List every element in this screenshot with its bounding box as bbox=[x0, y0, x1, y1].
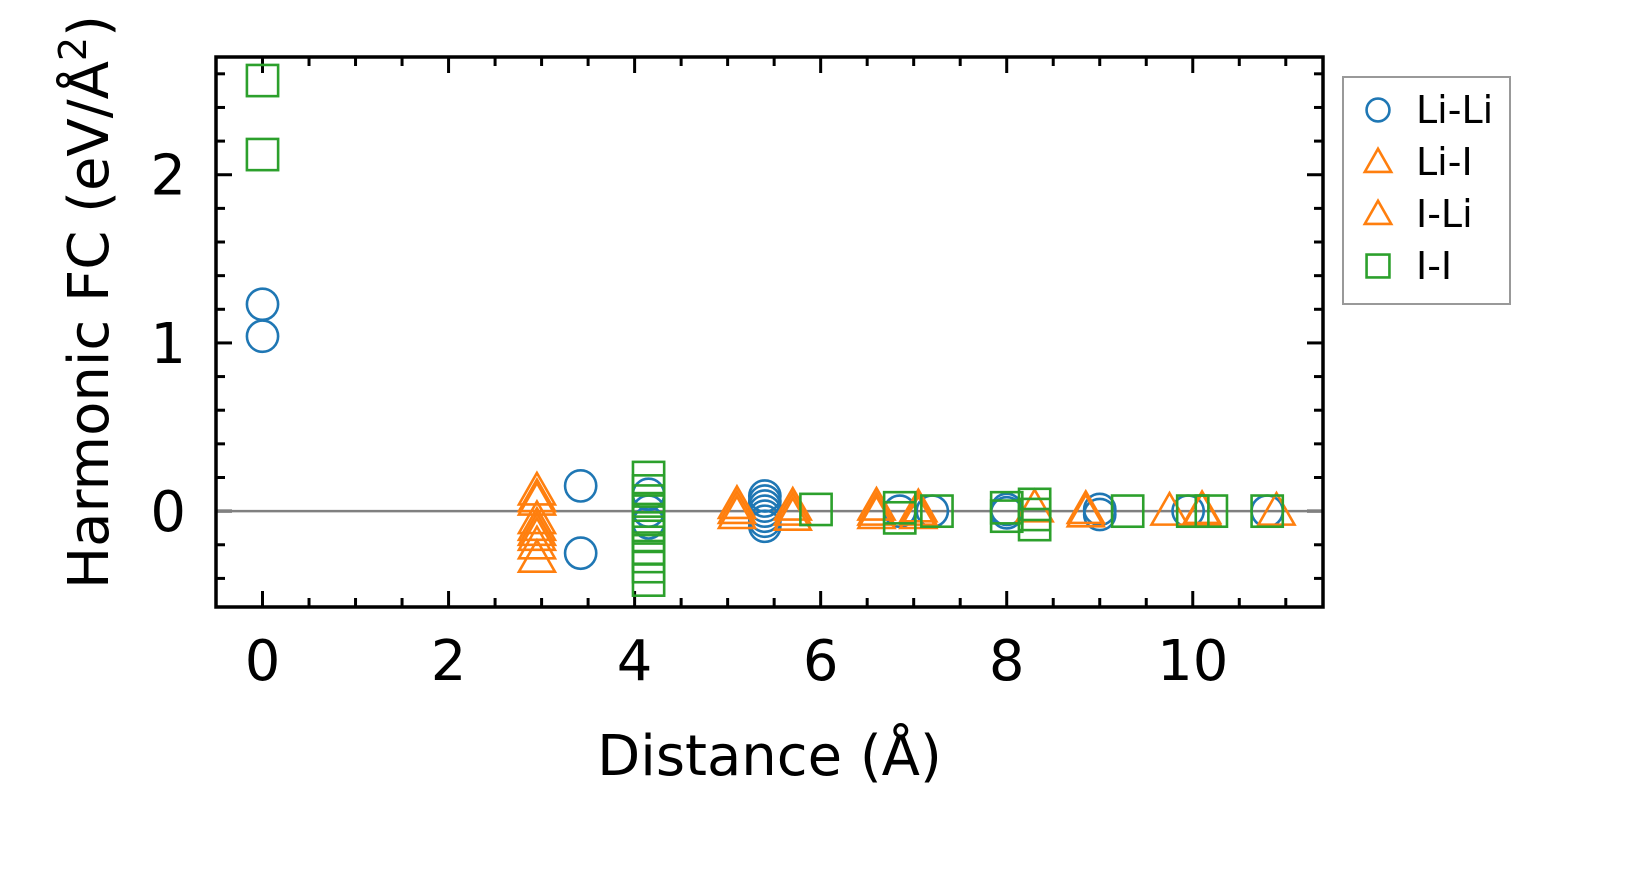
y-axis-title-superscript: 2 bbox=[51, 37, 95, 61]
y-axis-title-base: Harmonic FC (eV/Å bbox=[56, 61, 122, 589]
legend-marker bbox=[1365, 97, 1391, 123]
legend-box bbox=[1342, 76, 1511, 305]
data-point bbox=[856, 493, 897, 530]
data-point bbox=[882, 500, 917, 535]
x-tick-label: 8 bbox=[989, 629, 1025, 694]
data-points bbox=[245, 63, 1297, 597]
x-tick-label: 6 bbox=[803, 629, 839, 694]
legend-label: I-Li bbox=[1416, 192, 1473, 236]
data-point bbox=[516, 470, 558, 506]
legend-label: I-I bbox=[1416, 244, 1452, 288]
data-point bbox=[631, 549, 666, 584]
data-point bbox=[772, 495, 813, 531]
legend: Li-Li Li-I I-Li I-I bbox=[1342, 76, 1511, 305]
y-tick-label: 0 bbox=[150, 480, 186, 545]
data-point bbox=[563, 468, 598, 503]
data-point bbox=[1017, 487, 1052, 522]
data-point bbox=[1110, 494, 1145, 529]
data-point bbox=[856, 490, 897, 526]
data-point bbox=[856, 485, 897, 521]
data-point bbox=[516, 510, 558, 547]
data-point bbox=[716, 493, 758, 530]
data-point bbox=[989, 499, 1024, 534]
x-tick-label: 4 bbox=[617, 629, 653, 694]
data-point bbox=[1017, 507, 1052, 542]
data-point bbox=[1194, 494, 1229, 529]
data-point bbox=[516, 515, 558, 552]
data-point bbox=[1181, 488, 1223, 525]
data-point bbox=[716, 483, 758, 520]
data-point bbox=[516, 537, 558, 574]
legend-label: Li-Li bbox=[1416, 88, 1493, 132]
legend-label: Li-I bbox=[1416, 140, 1473, 184]
data-point bbox=[898, 487, 939, 523]
data-point bbox=[245, 319, 280, 354]
data-point bbox=[772, 485, 813, 521]
x-tick-labels: 0 2 4 6 8 10 bbox=[245, 629, 1229, 694]
legend-marker bbox=[1362, 198, 1394, 226]
data-point bbox=[245, 63, 280, 98]
data-point bbox=[1065, 488, 1107, 525]
data-point bbox=[920, 494, 954, 529]
data-point bbox=[772, 490, 813, 526]
y-axis-title: Harmonic FC (eV/Å2) bbox=[51, 15, 122, 589]
x-tick-label: 10 bbox=[1157, 629, 1228, 694]
data-point bbox=[1250, 494, 1285, 529]
x-axis-title: Distance (Å) bbox=[597, 723, 942, 789]
data-point bbox=[1082, 497, 1117, 532]
data-point bbox=[1017, 497, 1052, 532]
series-i-li bbox=[516, 477, 1223, 547]
y-tick-label: 1 bbox=[150, 312, 186, 377]
x-tick-label: 2 bbox=[431, 629, 467, 694]
data-point bbox=[1065, 492, 1107, 528]
data-point bbox=[716, 488, 758, 525]
series-i-i bbox=[245, 63, 1285, 597]
legend-marker bbox=[1365, 253, 1391, 279]
y-tick-label: 2 bbox=[150, 144, 186, 209]
plot-frame bbox=[214, 55, 1325, 609]
data-point bbox=[1149, 490, 1190, 526]
data-point bbox=[1256, 490, 1297, 526]
data-point bbox=[563, 536, 598, 571]
data-point bbox=[516, 524, 558, 560]
legend-entries: Li-Li Li-I I-Li I-I bbox=[1362, 88, 1493, 288]
data-point bbox=[1175, 494, 1210, 529]
data-point bbox=[799, 492, 833, 527]
data-point bbox=[516, 498, 558, 535]
x-tick-label: 0 bbox=[245, 629, 281, 694]
legend-marker bbox=[1362, 146, 1394, 174]
data-point bbox=[245, 287, 280, 322]
data-point bbox=[631, 539, 666, 574]
data-point bbox=[245, 137, 280, 172]
data-point bbox=[747, 509, 782, 544]
y-tick-labels: 0 1 2 bbox=[150, 144, 186, 545]
data-point bbox=[631, 563, 666, 597]
y-axis-title-close: ) bbox=[57, 15, 122, 37]
data-point bbox=[898, 490, 939, 526]
data-point bbox=[898, 493, 939, 530]
